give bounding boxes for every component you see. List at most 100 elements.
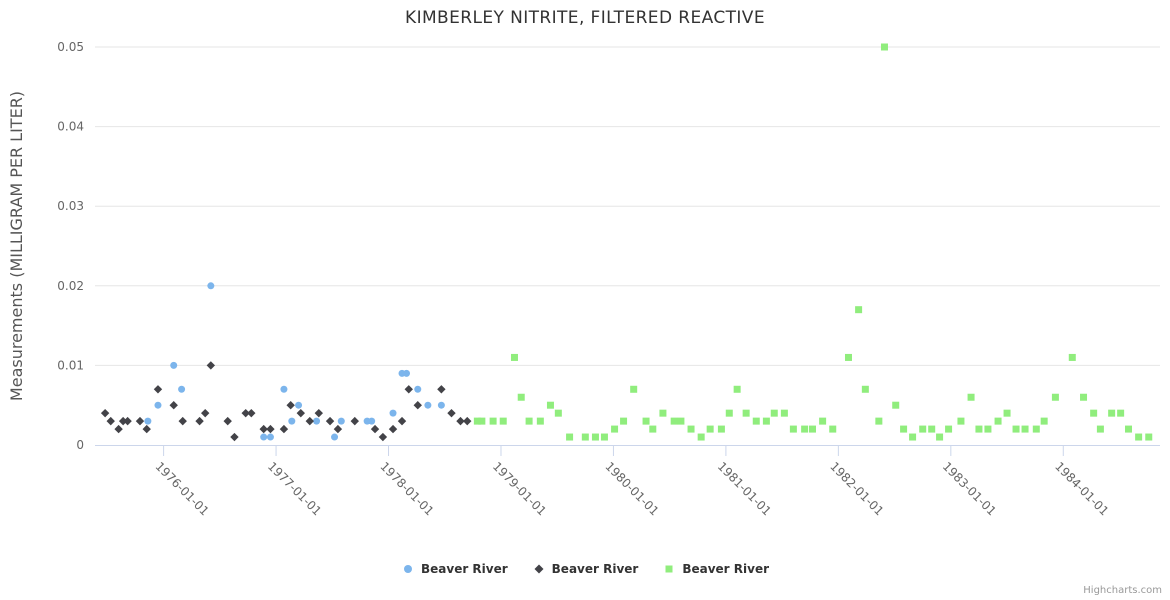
data-point[interactable]: [1135, 433, 1143, 441]
data-point[interactable]: [861, 385, 869, 393]
data-point[interactable]: [1090, 409, 1098, 417]
data-point[interactable]: [762, 417, 770, 425]
data-point[interactable]: [135, 416, 145, 426]
data-point[interactable]: [331, 433, 339, 441]
data-point[interactable]: [780, 409, 788, 417]
data-point[interactable]: [279, 424, 289, 434]
data-point[interactable]: [945, 425, 953, 433]
data-point[interactable]: [169, 401, 178, 410]
data-point[interactable]: [936, 433, 944, 441]
data-point[interactable]: [909, 433, 917, 441]
data-point[interactable]: [142, 424, 151, 434]
data-point[interactable]: [378, 432, 388, 442]
data-point[interactable]: [1125, 425, 1133, 433]
data-point[interactable]: [368, 417, 376, 425]
data-point[interactable]: [1080, 393, 1088, 401]
data-point[interactable]: [649, 425, 657, 433]
data-point[interactable]: [611, 425, 619, 433]
data-point[interactable]: [1145, 433, 1153, 441]
data-point[interactable]: [536, 417, 544, 425]
data-point[interactable]: [630, 385, 638, 393]
data-point[interactable]: [733, 385, 741, 393]
data-point[interactable]: [456, 416, 465, 426]
data-point[interactable]: [1108, 409, 1116, 417]
data-point[interactable]: [123, 416, 132, 426]
data-point[interactable]: [742, 409, 750, 417]
data-point[interactable]: [892, 401, 900, 409]
data-point[interactable]: [880, 43, 888, 51]
data-point[interactable]: [437, 401, 445, 409]
data-point[interactable]: [1032, 425, 1040, 433]
data-point[interactable]: [295, 401, 303, 409]
data-point[interactable]: [1012, 425, 1020, 433]
data-point[interactable]: [566, 433, 574, 441]
data-point[interactable]: [414, 385, 422, 393]
data-point[interactable]: [659, 409, 667, 417]
data-point[interactable]: [389, 409, 397, 417]
data-point[interactable]: [266, 424, 275, 434]
data-point[interactable]: [473, 417, 481, 425]
data-point[interactable]: [844, 353, 852, 361]
data-point[interactable]: [975, 425, 983, 433]
data-point[interactable]: [510, 353, 518, 361]
data-point[interactable]: [489, 417, 497, 425]
data-point[interactable]: [296, 408, 306, 418]
data-point[interactable]: [1051, 393, 1059, 401]
data-point[interactable]: [437, 385, 446, 394]
data-point[interactable]: [478, 417, 486, 425]
data-point[interactable]: [517, 393, 525, 401]
data-point[interactable]: [697, 433, 705, 441]
data-point[interactable]: [591, 433, 599, 441]
data-point[interactable]: [581, 433, 589, 441]
data-point[interactable]: [259, 424, 268, 434]
data-point[interactable]: [247, 408, 256, 418]
data-point[interactable]: [967, 393, 975, 401]
data-point[interactable]: [223, 416, 232, 426]
data-point[interactable]: [447, 408, 456, 418]
data-point[interactable]: [413, 401, 422, 410]
data-point[interactable]: [178, 385, 186, 393]
legend-item[interactable]: Beaver River: [532, 562, 638, 576]
legend-item[interactable]: Beaver River: [662, 562, 769, 576]
highcharts-credit-link[interactable]: Highcharts.com: [1083, 585, 1162, 596]
data-point[interactable]: [206, 361, 216, 370]
data-point[interactable]: [388, 424, 398, 434]
data-point[interactable]: [900, 425, 908, 433]
data-point[interactable]: [207, 282, 215, 290]
data-point[interactable]: [600, 433, 608, 441]
data-point[interactable]: [313, 417, 321, 425]
data-point[interactable]: [1021, 425, 1029, 433]
data-point[interactable]: [397, 416, 407, 426]
data-point[interactable]: [770, 409, 778, 417]
data-point[interactable]: [118, 416, 128, 426]
data-point[interactable]: [546, 401, 554, 409]
data-point[interactable]: [153, 385, 163, 394]
data-point[interactable]: [752, 417, 760, 425]
data-point[interactable]: [154, 401, 162, 409]
data-point[interactable]: [178, 416, 187, 426]
data-point[interactable]: [333, 424, 343, 434]
data-point[interactable]: [1117, 409, 1125, 417]
data-point[interactable]: [106, 416, 115, 426]
data-point[interactable]: [260, 433, 268, 441]
data-point[interactable]: [919, 425, 927, 433]
data-point[interactable]: [286, 401, 295, 410]
data-point[interactable]: [499, 417, 507, 425]
data-point[interactable]: [957, 417, 965, 425]
data-point[interactable]: [875, 417, 883, 425]
data-point[interactable]: [717, 425, 725, 433]
data-point[interactable]: [170, 361, 178, 369]
data-point[interactable]: [370, 424, 380, 434]
data-point[interactable]: [100, 408, 110, 418]
data-point[interactable]: [1068, 353, 1076, 361]
data-point[interactable]: [305, 416, 314, 426]
data-point[interactable]: [404, 385, 413, 394]
data-point[interactable]: [266, 433, 274, 441]
data-point[interactable]: [1040, 417, 1048, 425]
data-point[interactable]: [620, 417, 628, 425]
data-point[interactable]: [928, 425, 936, 433]
legend-item[interactable]: Beaver River: [401, 562, 508, 576]
data-point[interactable]: [241, 408, 250, 418]
data-point[interactable]: [994, 417, 1002, 425]
data-point[interactable]: [687, 425, 695, 433]
